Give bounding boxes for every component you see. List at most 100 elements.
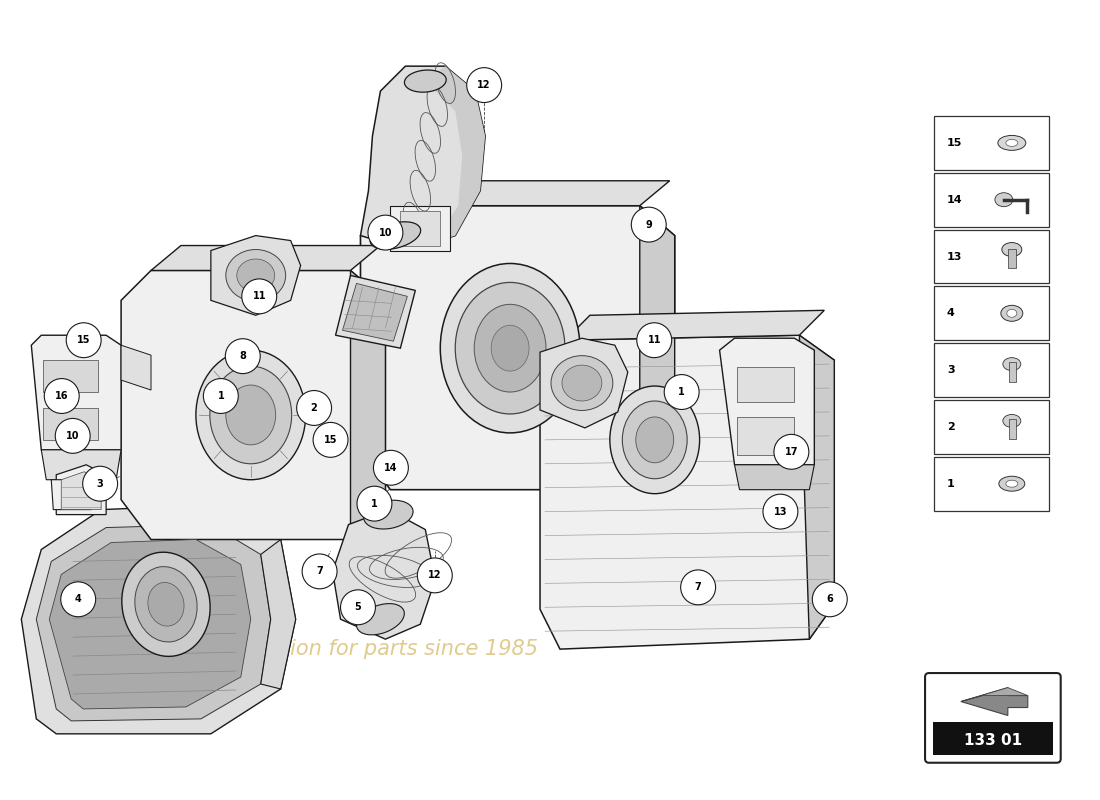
Text: EUROSPARES: EUROSPARES	[97, 363, 663, 437]
Ellipse shape	[998, 135, 1026, 150]
Ellipse shape	[226, 250, 286, 302]
Bar	[934, 343, 1048, 397]
Polygon shape	[151, 246, 381, 270]
Ellipse shape	[364, 500, 414, 529]
Circle shape	[66, 322, 101, 358]
Ellipse shape	[226, 385, 276, 445]
Text: 10: 10	[378, 227, 393, 238]
Ellipse shape	[1003, 414, 1021, 427]
Polygon shape	[261, 539, 296, 689]
Circle shape	[44, 378, 79, 414]
Text: 3: 3	[947, 365, 955, 375]
Polygon shape	[361, 66, 485, 250]
Text: 15: 15	[77, 335, 90, 346]
Ellipse shape	[551, 356, 613, 410]
Circle shape	[631, 207, 667, 242]
Polygon shape	[390, 206, 450, 250]
Ellipse shape	[636, 417, 673, 462]
Text: 4: 4	[75, 594, 81, 604]
Polygon shape	[56, 465, 106, 514]
Bar	[43, 360, 98, 392]
Bar	[933, 722, 1053, 754]
Circle shape	[417, 558, 452, 593]
Ellipse shape	[999, 476, 1025, 491]
Text: 6: 6	[826, 594, 833, 604]
Bar	[934, 286, 1048, 340]
Text: 16: 16	[55, 391, 68, 401]
Polygon shape	[719, 338, 814, 465]
Text: 17: 17	[784, 447, 799, 457]
Polygon shape	[50, 539, 251, 709]
Ellipse shape	[491, 326, 529, 371]
Circle shape	[664, 374, 700, 410]
Polygon shape	[540, 338, 628, 428]
Ellipse shape	[135, 566, 197, 642]
Bar	[934, 457, 1048, 510]
Bar	[737, 417, 794, 455]
Circle shape	[297, 390, 331, 426]
Circle shape	[242, 279, 277, 314]
Ellipse shape	[562, 365, 602, 401]
Polygon shape	[52, 480, 94, 510]
Circle shape	[763, 494, 798, 529]
Polygon shape	[961, 687, 1027, 702]
Ellipse shape	[1005, 139, 1018, 146]
Text: 15: 15	[947, 138, 962, 148]
Text: 4: 4	[947, 308, 955, 318]
Polygon shape	[390, 181, 670, 206]
Polygon shape	[42, 450, 121, 480]
Polygon shape	[961, 687, 1027, 715]
Text: 1: 1	[218, 391, 224, 401]
Text: 133 01: 133 01	[964, 734, 1022, 748]
Polygon shape	[21, 505, 296, 734]
Polygon shape	[121, 270, 385, 539]
Polygon shape	[565, 310, 824, 340]
FancyBboxPatch shape	[925, 673, 1060, 762]
Text: 12: 12	[428, 570, 441, 580]
Circle shape	[55, 418, 90, 454]
Polygon shape	[332, 510, 436, 639]
Polygon shape	[336, 275, 416, 348]
Polygon shape	[540, 335, 834, 649]
Circle shape	[60, 582, 96, 617]
Ellipse shape	[455, 282, 565, 414]
Ellipse shape	[1002, 242, 1022, 257]
Circle shape	[82, 466, 118, 501]
Text: 8: 8	[240, 351, 246, 361]
Polygon shape	[36, 525, 271, 721]
Ellipse shape	[1001, 306, 1023, 322]
Text: 11: 11	[253, 291, 266, 302]
Text: 1: 1	[947, 478, 955, 489]
Ellipse shape	[440, 263, 580, 433]
Text: 14: 14	[947, 194, 962, 205]
Circle shape	[368, 215, 403, 250]
Polygon shape	[361, 206, 674, 490]
Polygon shape	[351, 270, 385, 539]
Text: 10: 10	[66, 431, 79, 441]
Bar	[934, 116, 1048, 170]
Bar	[43, 408, 98, 440]
Text: 13: 13	[947, 251, 962, 262]
Circle shape	[302, 554, 337, 589]
Text: a passion for parts since 1985: a passion for parts since 1985	[223, 639, 538, 659]
Ellipse shape	[474, 304, 546, 392]
Ellipse shape	[405, 70, 447, 92]
Bar	[737, 367, 794, 402]
Text: 9: 9	[646, 220, 652, 230]
Text: 14: 14	[384, 462, 398, 473]
Polygon shape	[31, 335, 121, 450]
Text: 15: 15	[323, 435, 338, 445]
Ellipse shape	[609, 386, 700, 494]
Ellipse shape	[1006, 310, 1016, 318]
Ellipse shape	[147, 582, 184, 626]
Ellipse shape	[623, 401, 688, 478]
Circle shape	[681, 570, 716, 605]
Circle shape	[358, 486, 392, 521]
Polygon shape	[640, 206, 674, 490]
Polygon shape	[211, 235, 300, 315]
Bar	[934, 400, 1048, 454]
Bar	[1009, 362, 1015, 382]
Bar	[1009, 419, 1015, 439]
Text: 3: 3	[97, 478, 103, 489]
Circle shape	[314, 422, 348, 458]
